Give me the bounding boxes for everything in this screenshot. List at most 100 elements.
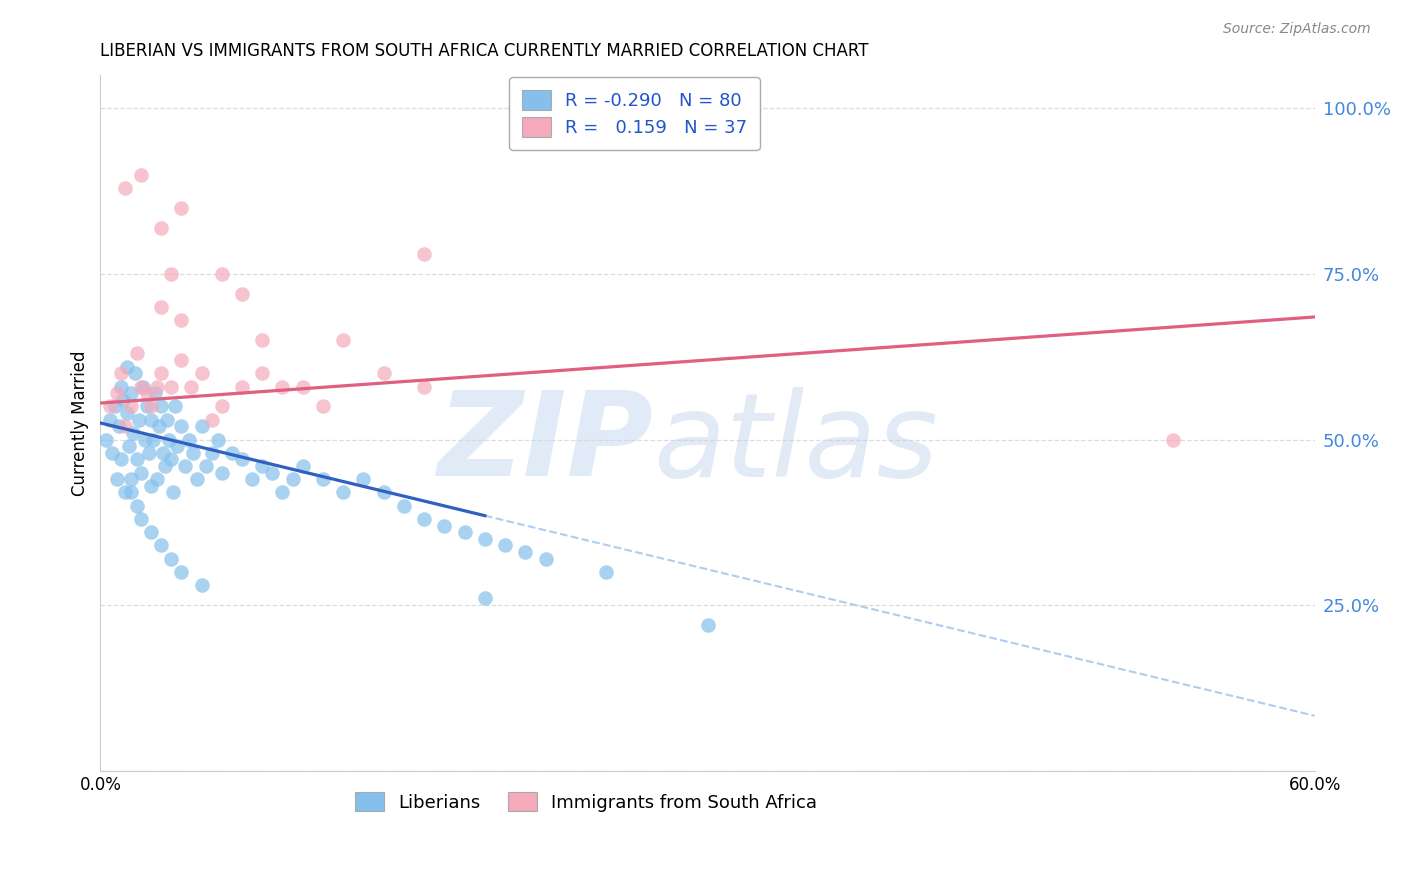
- Point: [494, 539, 516, 553]
- Point: [595, 565, 617, 579]
- Point: [135, 400, 157, 414]
- Point: [373, 485, 395, 500]
- Point: [114, 419, 136, 434]
- Legend: Liberians, Immigrants from South Africa: Liberians, Immigrants from South Africa: [343, 779, 830, 824]
- Point: [180, 379, 202, 393]
- Point: [125, 452, 148, 467]
- Point: [125, 499, 148, 513]
- Point: [128, 412, 150, 426]
- Point: [373, 366, 395, 380]
- Point: [515, 545, 537, 559]
- Point: [148, 419, 170, 434]
- Point: [392, 499, 415, 513]
- Point: [170, 353, 193, 368]
- Point: [166, 439, 188, 453]
- Point: [142, 433, 165, 447]
- Point: [129, 466, 152, 480]
- Point: [100, 412, 122, 426]
- Text: LIBERIAN VS IMMIGRANTS FROM SOUTH AFRICA CURRENTLY MARRIED CORRELATION CHART: LIBERIAN VS IMMIGRANTS FROM SOUTH AFRICA…: [100, 42, 869, 60]
- Point: [118, 439, 141, 453]
- Point: [291, 458, 314, 473]
- Point: [160, 551, 183, 566]
- Point: [453, 525, 475, 540]
- Point: [353, 472, 375, 486]
- Point: [139, 412, 162, 426]
- Point: [179, 433, 201, 447]
- Point: [100, 400, 122, 414]
- Point: [129, 512, 152, 526]
- Point: [139, 525, 162, 540]
- Point: [125, 346, 148, 360]
- Point: [160, 267, 183, 281]
- Point: [211, 267, 233, 281]
- Point: [105, 472, 128, 486]
- Point: [312, 400, 335, 414]
- Point: [139, 400, 162, 414]
- Point: [170, 201, 193, 215]
- Point: [231, 286, 253, 301]
- Point: [146, 472, 169, 486]
- Point: [252, 366, 274, 380]
- Point: [240, 472, 263, 486]
- Point: [134, 433, 156, 447]
- Point: [121, 425, 143, 440]
- Point: [132, 379, 155, 393]
- Point: [183, 446, 205, 460]
- Point: [101, 446, 124, 460]
- Point: [413, 512, 436, 526]
- Point: [534, 551, 557, 566]
- Point: [120, 400, 142, 414]
- Text: ZIP: ZIP: [437, 386, 652, 501]
- Point: [157, 433, 180, 447]
- Point: [150, 366, 173, 380]
- Point: [433, 518, 456, 533]
- Point: [252, 333, 274, 347]
- Point: [170, 565, 193, 579]
- Point: [271, 485, 294, 500]
- Point: [162, 485, 184, 500]
- Point: [231, 452, 253, 467]
- Point: [105, 386, 128, 401]
- Point: [186, 472, 208, 486]
- Point: [165, 400, 187, 414]
- Point: [332, 333, 354, 347]
- Point: [143, 386, 166, 401]
- Point: [124, 366, 146, 380]
- Point: [170, 419, 193, 434]
- Point: [114, 485, 136, 500]
- Point: [221, 446, 243, 460]
- Point: [129, 168, 152, 182]
- Point: [120, 472, 142, 486]
- Point: [120, 386, 142, 401]
- Point: [152, 446, 174, 460]
- Point: [135, 386, 157, 401]
- Point: [160, 379, 183, 393]
- Point: [211, 466, 233, 480]
- Point: [262, 466, 284, 480]
- Point: [150, 300, 173, 314]
- Point: [194, 458, 217, 473]
- Point: [174, 458, 197, 473]
- Point: [281, 472, 304, 486]
- Point: [413, 247, 436, 261]
- Point: [201, 412, 224, 426]
- Point: [146, 379, 169, 393]
- Point: [115, 359, 138, 374]
- Point: [156, 412, 179, 426]
- Point: [474, 532, 496, 546]
- Point: [231, 379, 253, 393]
- Y-axis label: Currently Married: Currently Married: [72, 351, 89, 496]
- Point: [139, 479, 162, 493]
- Point: [1161, 433, 1184, 447]
- Point: [153, 458, 176, 473]
- Point: [332, 485, 354, 500]
- Point: [190, 419, 212, 434]
- Point: [120, 485, 142, 500]
- Point: [138, 446, 160, 460]
- Point: [160, 452, 183, 467]
- Point: [252, 458, 274, 473]
- Point: [201, 446, 224, 460]
- Point: [115, 406, 138, 420]
- Point: [110, 379, 132, 393]
- Point: [129, 379, 152, 393]
